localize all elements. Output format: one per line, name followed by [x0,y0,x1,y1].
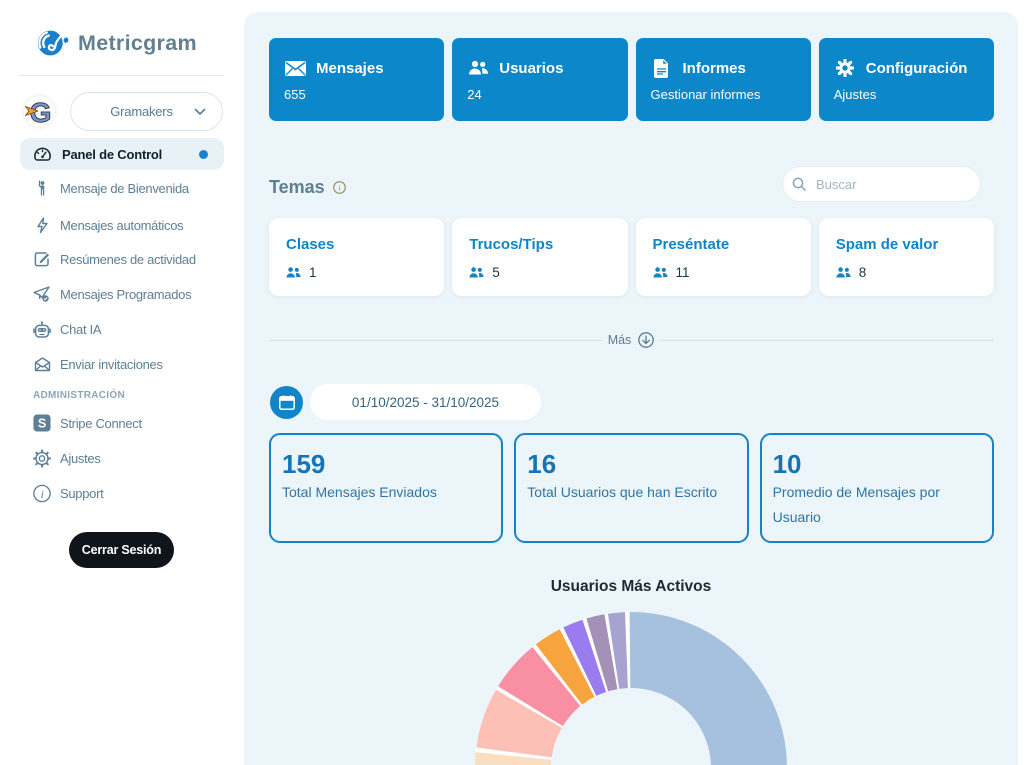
svg-text:i: i [338,183,341,193]
svg-text:S: S [38,417,46,431]
svg-text:i: i [41,488,44,500]
svg-text:G: G [30,97,52,126]
